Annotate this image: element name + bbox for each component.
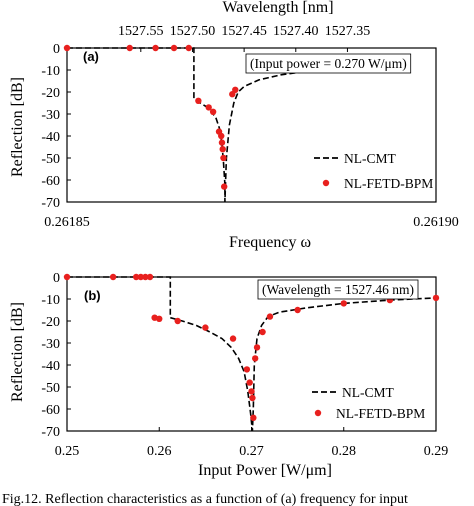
x-tick-labels-b: 0.25 0.26 0.27 0.28 0.29: [55, 444, 449, 459]
y-tick-label: -70: [41, 196, 60, 211]
top-tick-label: 1527.40: [273, 24, 319, 39]
data-point-nl-fetd-bpm: [253, 344, 261, 351]
y-tick-label: -50: [41, 152, 60, 167]
x-tick-label: 0.26190: [413, 215, 459, 230]
annotation-b: (Wavelength = 1527.46 nm): [262, 282, 414, 297]
data-point-nl-fetd-bpm: [218, 132, 225, 140]
x-tick-labels-a: 0.26185 0.26190: [44, 215, 459, 230]
top-tick-label: 1527.50: [170, 24, 216, 39]
x-tick-label: 0.25: [55, 444, 80, 459]
data-point-nl-fetd-bpm: [170, 44, 178, 52]
y-tick-label: -40: [41, 359, 60, 374]
top-axis-title: Wavelength [nm]: [222, 0, 333, 16]
data-point-nl-fetd-bpm: [432, 294, 440, 302]
data-point-nl-fetd-bpm: [220, 154, 227, 162]
x-tick-label: 0.26185: [44, 215, 90, 230]
y-tick-label: 0: [53, 271, 60, 286]
data-point-nl-fetd-bpm: [202, 324, 209, 331]
data-point-nl-fetd-bpm: [132, 273, 140, 281]
y-tick-label: -30: [41, 108, 60, 123]
series-line-nl-cmt: [67, 276, 437, 432]
plot-frame: [66, 47, 437, 203]
y-tick-label: -10: [41, 64, 60, 79]
y-tick-label: -10: [41, 293, 60, 308]
legend-label-fetd-a: NL-FETD-BPM: [344, 176, 433, 191]
top-tick-label: 1527.55: [118, 24, 164, 39]
top-tick-label: 1527.35: [325, 24, 371, 39]
data-point-nl-fetd-bpm: [220, 183, 228, 190]
annotation-box: [245, 53, 412, 74]
data-point-nl-fetd-bpm: [218, 139, 226, 146]
plot-area-a: [63, 44, 437, 203]
data-point-nl-fetd-bpm: [174, 317, 181, 325]
y-tick-label: 0: [53, 42, 60, 57]
legend-label-fetd-b: NL-FETD-BPM: [336, 406, 425, 421]
legend-marker-swatch-a: [322, 179, 330, 187]
y-tick-label: -20: [41, 86, 60, 101]
data-point-nl-fetd-bpm: [232, 86, 239, 94]
data-point-nl-fetd-bpm: [209, 108, 217, 116]
legend-label-cmt-b: NL-CMT: [342, 385, 394, 400]
legend-label-cmt-a: NL-CMT: [344, 151, 396, 166]
data-point-nl-fetd-bpm: [109, 273, 117, 281]
data-point-nl-fetd-bpm: [205, 104, 212, 111]
data-point-nl-fetd-bpm: [195, 97, 202, 105]
data-point-nl-fetd-bpm: [340, 300, 347, 307]
x-axis-title-a: Frequency ω: [229, 234, 311, 251]
x-axis-title-b: Input Power [W/μm]: [198, 462, 332, 479]
data-point-nl-fetd-bpm: [63, 273, 71, 281]
panel-label-b: (b): [84, 288, 101, 303]
top-tick-label: 1527.45: [221, 24, 267, 39]
data-point-nl-fetd-bpm: [137, 273, 144, 281]
annotation-a: (Input power = 0.270 W/μm): [250, 56, 407, 71]
data-point-nl-fetd-bpm: [251, 355, 259, 362]
y-tick-label: -20: [41, 315, 60, 330]
data-point-nl-fetd-bpm: [156, 315, 163, 322]
chart-panel-a: Wavelength [nm] 1527.55 1527.50 1527.45 152…: [9, 0, 459, 251]
y-tick-label: -30: [41, 337, 60, 352]
y-tick-labels-a: 0 -10 -20 -30 -40 -50 -60 -70: [41, 42, 60, 211]
figure-caption: Fig.12. Reflection characteristics as a …: [2, 492, 408, 506]
data-point-nl-fetd-bpm: [126, 44, 133, 52]
top-tick-labels: 1527.55 1527.50 1527.45 1527.40 1527.35: [118, 24, 370, 39]
data-point-nl-fetd-bpm: [146, 273, 154, 281]
y-tick-label: -70: [41, 425, 60, 440]
data-point-nl-fetd-bpm: [294, 306, 301, 314]
x-tick-label: 0.28: [332, 444, 357, 459]
data-point-nl-fetd-bpm: [266, 313, 274, 320]
data-point-nl-fetd-bpm: [246, 379, 253, 386]
x-tick-label: 0.27: [239, 444, 264, 459]
plot-frame: [66, 276, 437, 432]
data-point-nl-fetd-bpm: [142, 273, 149, 281]
chart-panel-b: 0 -10 -20 -30 -40 -50 -60 -70 Reflection [dB] 0…: [9, 271, 448, 479]
y-tick-labels-b: 0 -10 -20 -30 -40 -50 -60 -70: [41, 271, 60, 440]
data-point-nl-fetd-bpm: [229, 335, 237, 342]
x-tick-label: 0.26: [147, 444, 172, 459]
y-tick-label: -60: [41, 174, 60, 189]
data-point-nl-fetd-bpm: [249, 394, 256, 402]
y-tick-label: -60: [41, 403, 60, 418]
legend-a: NL-CMT NL-FETD-BPM: [314, 151, 433, 191]
y-axis-title-a: Reflection [dB]: [9, 77, 26, 177]
y-tick-label: -40: [41, 130, 60, 145]
x-tick-label: 0.29: [424, 444, 449, 459]
data-point-nl-fetd-bpm: [250, 414, 257, 421]
data-point-nl-fetd-bpm: [259, 328, 266, 336]
data-point-nl-fetd-bpm: [63, 44, 71, 52]
annotation-box: [257, 279, 419, 300]
data-point-nl-fetd-bpm: [243, 366, 251, 373]
y-tick-label: -50: [41, 381, 60, 396]
y-axis-title-b: Reflection [dB]: [9, 302, 26, 402]
plot-area-b: [63, 273, 440, 432]
data-point-nl-fetd-bpm: [152, 44, 159, 52]
legend-b: NL-CMT NL-FETD-BPM: [312, 385, 425, 421]
data-point-nl-fetd-bpm: [219, 146, 226, 153]
panel-label-a: (a): [83, 49, 99, 64]
legend-marker-swatch-b: [314, 409, 322, 417]
data-point-nl-fetd-bpm: [185, 44, 192, 52]
data-point-nl-fetd-bpm: [248, 388, 255, 395]
